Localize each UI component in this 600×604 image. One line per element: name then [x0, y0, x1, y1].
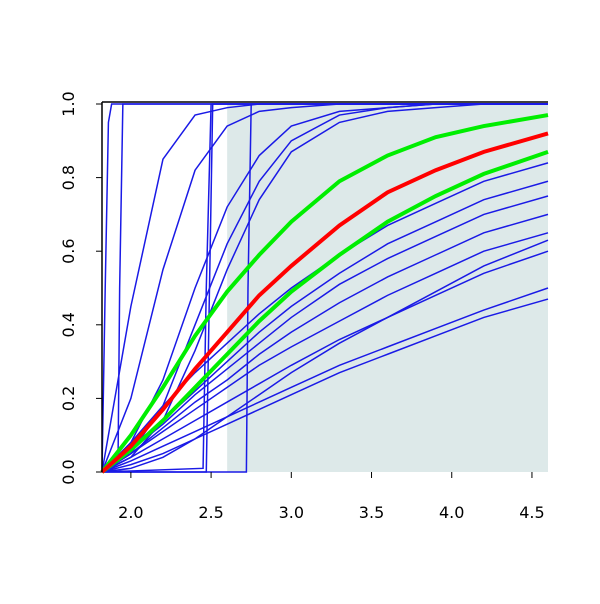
x-tick-label: 2.0	[118, 503, 143, 522]
curve	[101, 213, 549, 473]
curve	[101, 239, 549, 473]
x-tick-label: 3.5	[359, 503, 384, 522]
x-tick-label: 4.0	[439, 503, 464, 522]
y-tick-label: 0.4	[59, 312, 78, 337]
curve	[101, 232, 549, 473]
x-tick-label: 3.0	[279, 503, 304, 522]
y-tick-label: 0.6	[59, 238, 78, 263]
curve	[100, 113, 549, 474]
y-tick-label: 1.0	[59, 91, 78, 116]
x-tick-label: 4.5	[519, 503, 544, 522]
curve	[100, 149, 549, 474]
x-tick-label: 2.5	[198, 503, 223, 522]
curve	[101, 287, 549, 473]
curve	[100, 131, 549, 474]
shaded-region	[227, 104, 548, 472]
y-tick-label: 0.8	[59, 165, 78, 190]
curve	[101, 250, 549, 473]
y-tick-label: 0.0	[59, 459, 78, 484]
curve	[101, 162, 549, 473]
curve	[101, 298, 549, 473]
y-tick-label: 0.2	[59, 386, 78, 411]
curve	[101, 195, 549, 473]
curve	[102, 103, 548, 473]
